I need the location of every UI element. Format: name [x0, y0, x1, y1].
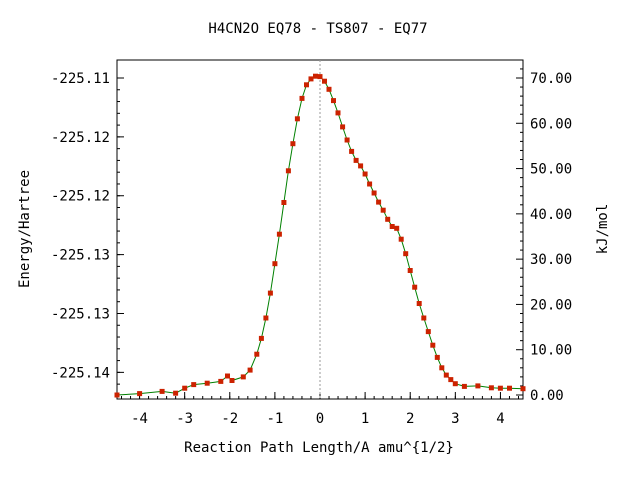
data-point	[340, 124, 346, 130]
data-point	[204, 380, 210, 386]
data-point	[380, 207, 386, 213]
data-point	[349, 148, 355, 154]
right-tick-label: 70.00	[530, 71, 572, 87]
data-point	[344, 137, 350, 143]
data-point	[376, 199, 382, 205]
data-point	[218, 378, 224, 384]
data-point	[353, 157, 359, 163]
x-tick-label: 0	[316, 411, 324, 427]
data-point	[285, 168, 291, 174]
chart-title: H4CN2O EQ78 - TS807 - EQ77	[208, 21, 427, 37]
data-point	[335, 110, 341, 116]
data-point	[263, 315, 269, 321]
data-point	[326, 86, 332, 92]
data-point	[507, 385, 512, 391]
right-tick-label: 30.00	[530, 252, 572, 268]
left-tick-label: -225.12	[51, 130, 110, 146]
data-point	[322, 78, 327, 84]
data-point	[385, 216, 391, 222]
data-point	[520, 386, 526, 392]
right-tick-label: 10.00	[530, 343, 572, 359]
right-tick-label: 20.00	[530, 297, 572, 313]
data-point	[225, 373, 230, 379]
data-point	[416, 301, 422, 306]
data-point	[394, 225, 400, 231]
data-point	[389, 224, 395, 229]
right-tick-label: 0.00	[530, 388, 564, 404]
data-point	[240, 374, 246, 380]
right-tick-label: 50.00	[530, 162, 572, 178]
y-axis-label-left: Energy/Hartree	[17, 170, 33, 288]
data-point	[434, 354, 440, 360]
x-tick-label: -1	[266, 411, 283, 427]
data-point	[258, 335, 264, 341]
x-tick-label: 1	[361, 411, 369, 427]
data-point	[443, 372, 449, 378]
data-point	[304, 82, 309, 88]
left-tick-label: -225.11	[51, 71, 110, 87]
data-point	[254, 351, 260, 357]
data-point	[412, 284, 418, 290]
y-axis-label-right: kJ/mol	[595, 204, 611, 255]
data-point	[229, 378, 235, 383]
data-point	[439, 365, 445, 371]
x-axis-label: Reaction Path Length/A amu^{1/2}	[184, 440, 454, 456]
data-point	[137, 391, 143, 397]
bottom-axis-ticks: -4 -3 -2 -1 0 1 2 3 4	[121, 392, 519, 427]
data-point	[317, 74, 323, 80]
data-point	[247, 367, 253, 373]
right-axis-ticks: 0.00 10.00 20.00 30.00 40.00 50.00 60.00 70.00	[516, 68, 572, 404]
x-tick-label: -4	[131, 411, 148, 427]
data-point	[358, 163, 364, 169]
series-layer	[114, 73, 526, 398]
data-point	[367, 181, 373, 187]
data-point	[299, 95, 305, 101]
data-point	[313, 73, 318, 79]
data-point	[182, 385, 188, 391]
data-point	[191, 382, 197, 388]
data-point	[448, 377, 454, 383]
data-point	[276, 231, 282, 237]
data-point	[290, 141, 296, 147]
x-tick-label: 3	[451, 411, 459, 427]
x-tick-label: -2	[221, 411, 238, 427]
x-tick-label: -3	[176, 411, 193, 427]
data-point	[371, 190, 377, 196]
left-axis-ticks: -225.11 -225.12 -225.12 -225.13 -225.13 -225.…	[51, 71, 124, 385]
data-point	[425, 329, 431, 335]
data-point	[362, 171, 368, 177]
data-point	[403, 251, 409, 257]
data-point	[294, 116, 300, 122]
x-tick-label: 2	[406, 411, 414, 427]
data-point	[475, 383, 481, 389]
left-tick-label: -225.13	[51, 248, 110, 264]
data-point	[281, 200, 287, 205]
data-point	[421, 315, 427, 321]
x-tick-label: 4	[496, 411, 504, 427]
data-point	[430, 342, 436, 348]
data-point	[308, 76, 314, 82]
data-point	[173, 390, 179, 396]
right-tick-label: 60.00	[530, 116, 572, 132]
data-point	[407, 268, 413, 273]
data-point	[114, 392, 120, 398]
data-point	[398, 236, 404, 242]
data-point	[272, 261, 278, 267]
data-point	[159, 388, 165, 394]
data-point	[331, 98, 336, 104]
data-point	[452, 381, 458, 387]
left-tick-label: -225.12	[51, 189, 110, 205]
data-point	[497, 385, 503, 391]
left-tick-label: -225.14	[51, 365, 110, 381]
data-point	[267, 290, 273, 296]
data-point	[488, 385, 494, 391]
right-tick-label: 40.00	[530, 207, 572, 223]
data-point	[461, 383, 467, 389]
left-tick-label: -225.13	[51, 306, 110, 322]
